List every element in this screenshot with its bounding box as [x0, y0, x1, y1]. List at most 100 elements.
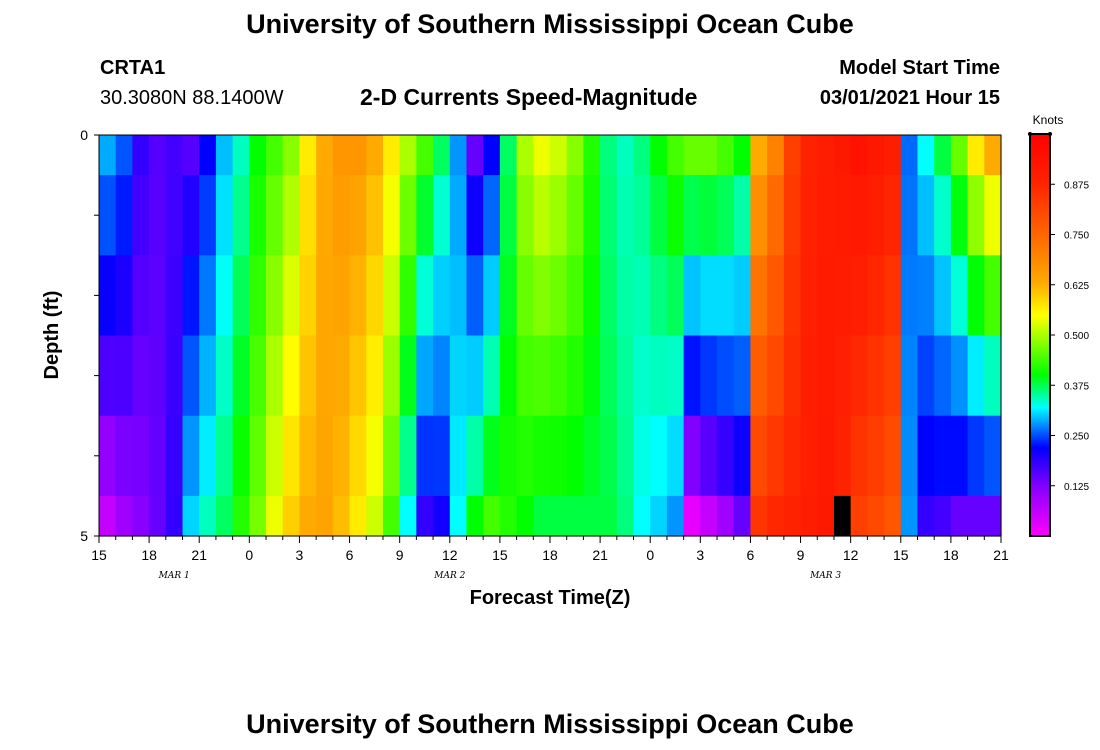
heatmap-cell	[282, 255, 301, 337]
heatmap-cell	[583, 175, 601, 256]
heatmap-cell	[967, 495, 985, 537]
heatmap-cell	[499, 415, 518, 497]
x-tick-label: 12	[442, 547, 458, 563]
heatmap-cell	[683, 335, 701, 417]
heatmap-cell	[232, 175, 250, 256]
heatmap-cell	[884, 175, 902, 256]
heatmap-cell	[633, 415, 651, 497]
heatmap-cell	[900, 175, 919, 256]
heatmap-cell	[316, 175, 334, 256]
heatmap-cell	[650, 175, 668, 256]
heatmap-cell	[516, 415, 534, 497]
heatmap-cell	[850, 495, 868, 537]
heatmap-cell	[783, 135, 802, 176]
heatmap-cell	[683, 255, 701, 337]
heatmap-cell	[700, 255, 718, 337]
heatmap-cell	[967, 175, 985, 256]
heatmap-cell	[199, 335, 217, 417]
heatmap-cell	[416, 175, 434, 256]
heatmap-cell	[867, 175, 885, 256]
heatmap-cell	[249, 335, 267, 417]
heatmap-cell	[349, 335, 367, 417]
heatmap-cell	[466, 495, 484, 537]
heatmap-cell	[600, 255, 618, 337]
heatmap-cell	[733, 415, 752, 497]
x-tick-label: 0	[245, 547, 253, 563]
x-tick-label: 15	[492, 547, 508, 563]
x-tick-label: 6	[747, 547, 755, 563]
heatmap-cell	[282, 335, 301, 417]
heatmap-cell	[566, 335, 584, 417]
x-tick-label: 3	[696, 547, 704, 563]
heatmap-cell	[633, 175, 651, 256]
heatmap-cell	[616, 175, 635, 256]
heatmap-cell	[683, 415, 701, 497]
heatmap-cell	[783, 335, 802, 417]
heatmap-cell	[934, 335, 952, 417]
heatmap-cell	[767, 495, 785, 537]
heatmap-cell	[115, 415, 133, 497]
heatmap-cell	[934, 135, 952, 176]
heatmap-cell	[299, 175, 317, 256]
heatmap-cell	[182, 335, 200, 417]
heatmap-cell	[583, 135, 601, 176]
heatmap-cell	[332, 415, 351, 497]
heatmap-cell	[900, 335, 919, 417]
heatmap-cell	[132, 495, 150, 537]
heatmap-cell	[833, 335, 852, 417]
heatmap-cell	[867, 415, 885, 497]
heatmap-cell	[266, 255, 284, 337]
heatmap-cell	[449, 255, 468, 337]
heatmap-cell	[683, 175, 701, 256]
heatmap-cell	[332, 335, 351, 417]
heatmap-cell	[332, 255, 351, 337]
heatmap-cell	[349, 415, 367, 497]
heatmap-cell	[884, 495, 902, 537]
heatmap-cell	[316, 415, 334, 497]
heatmap-cell	[132, 175, 150, 256]
heatmap-cell	[666, 175, 685, 256]
heatmap-cell	[900, 255, 919, 337]
heatmap-cell	[800, 495, 818, 537]
heatmap-cell	[115, 495, 133, 537]
heatmap-cell	[499, 335, 518, 417]
heatmap-cell	[616, 495, 635, 537]
colorbar-tick-label: 0.750	[1064, 231, 1089, 242]
heatmap-cell	[867, 495, 885, 537]
heatmap-cell	[149, 175, 167, 256]
date-label: MAR 1	[158, 571, 190, 581]
heatmap-cell	[767, 175, 785, 256]
heatmap-cell	[115, 335, 133, 417]
colorbar-tick-label: 0.375	[1064, 381, 1089, 392]
heatmap-cell	[583, 415, 601, 497]
heatmap-cell	[199, 415, 217, 497]
heatmap-cell	[917, 255, 935, 337]
heatmap-cell	[416, 135, 434, 176]
x-tick-label: 21	[592, 547, 608, 563]
x-tick-label: 9	[396, 547, 404, 563]
heatmap-cell	[399, 495, 417, 537]
heatmap-cell	[282, 415, 301, 497]
heatmap-cell	[984, 255, 1002, 337]
station-id: CRTA1	[100, 57, 166, 79]
heatmap-cell	[867, 255, 885, 337]
heatmap-cell	[950, 175, 969, 256]
heatmap-cell	[817, 135, 835, 176]
heatmap-cell	[182, 135, 200, 176]
x-axis-title: Forecast Time(Z)	[470, 587, 631, 609]
heatmap-cell	[215, 415, 234, 497]
heatmap-cell	[984, 415, 1002, 497]
heatmap-cell	[366, 255, 384, 337]
heatmap-cell	[99, 175, 117, 256]
heatmap-cell	[466, 335, 484, 417]
heatmap-cell	[700, 135, 718, 176]
heatmap-cell	[750, 175, 768, 256]
heatmap-cell	[316, 495, 334, 537]
heatmap-cell	[165, 255, 184, 337]
heatmap-cell	[717, 495, 735, 537]
heatmap-cell	[950, 135, 969, 176]
heatmap-cell	[950, 495, 969, 537]
heatmap-cell	[783, 415, 802, 497]
heatmap-cell	[516, 495, 534, 537]
heatmap-cell	[967, 255, 985, 337]
